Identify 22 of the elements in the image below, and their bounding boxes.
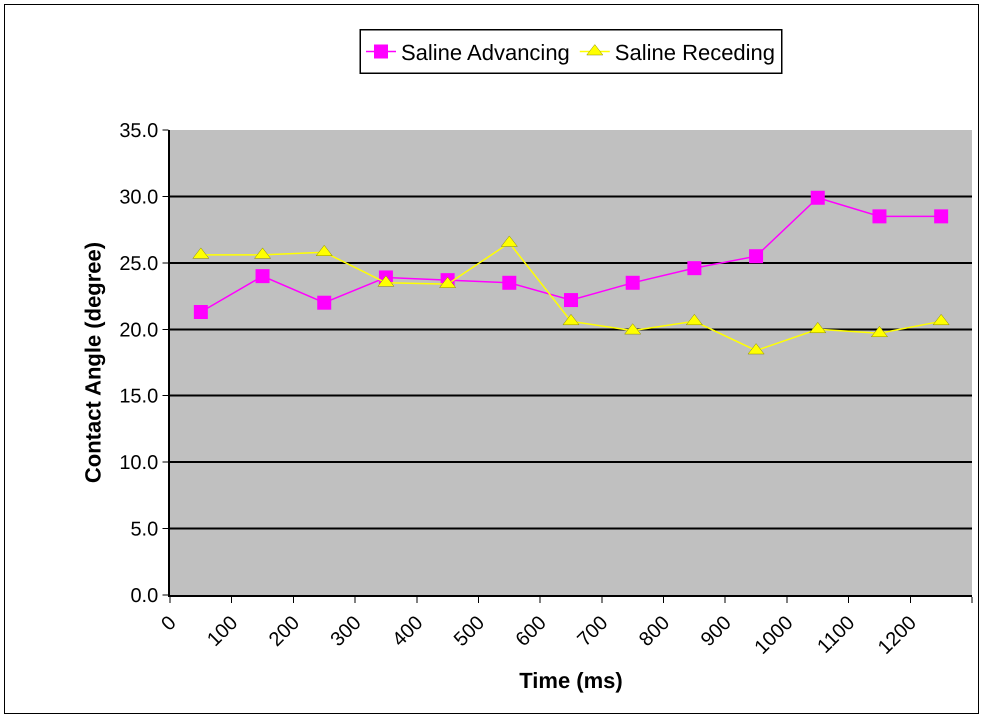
legend-label: Saline Advancing [401, 40, 570, 66]
y-tick-label: 0.0 [130, 585, 158, 607]
x-tick-label: 800 [634, 612, 674, 651]
y-tick-label: 10.0 [119, 452, 158, 474]
y-tick-label: 30.0 [119, 186, 158, 208]
x-tick-label: 700 [573, 612, 612, 651]
x-tick-label: 0 [157, 612, 181, 636]
x-tick-label: 900 [696, 612, 736, 651]
x-axis-title: Time (ms) [519, 668, 623, 694]
y-tick-label: 35.0 [119, 120, 158, 142]
legend-label: Saline Receding [614, 40, 776, 66]
y-tick-label: 5.0 [130, 518, 158, 541]
x-tick-label: 200 [264, 612, 304, 651]
x-tick-label: 600 [512, 612, 551, 651]
x-tick-label: 300 [326, 612, 366, 651]
y-tick-label: 15.0 [119, 386, 158, 408]
y-axis-title: Contact Angle (degree) [80, 242, 106, 484]
y-tick-label: 25.0 [119, 252, 158, 275]
x-tick-label: 100 [203, 612, 242, 651]
x-tick-label: 400 [388, 612, 428, 651]
y-tick-label: 20.0 [119, 319, 158, 342]
x-tick-label: 500 [450, 612, 490, 651]
